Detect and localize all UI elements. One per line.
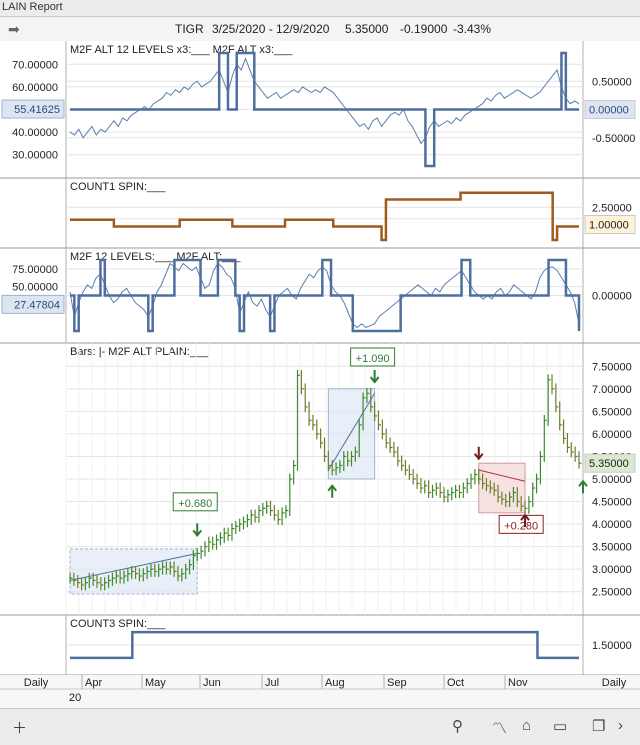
right-tick-label: -0.50000 xyxy=(592,133,635,145)
bottom-toolbar: ＋ ⚲ 〽 ⌂ ▭ ❐ › xyxy=(0,708,640,745)
right-interval-label: Daily xyxy=(602,677,627,689)
left-value-badge xyxy=(1,99,65,119)
arrow-right-icon[interactable]: ➡ xyxy=(8,21,20,37)
trendline-may xyxy=(69,552,198,581)
trendline-oct xyxy=(478,469,526,482)
chart-background xyxy=(0,41,640,708)
left-tick-label: 70.00000 xyxy=(12,59,58,71)
month-label-jul: Jul xyxy=(265,677,279,689)
right-tick-label: 2.50000 xyxy=(592,202,632,214)
panel-title: COUNT3 SPIN:___ xyxy=(70,618,166,630)
left-value-badge-text: 27.47804 xyxy=(14,299,60,311)
month-label-sep: Sep xyxy=(387,677,407,689)
panel-title: M2F 12 LEVELS:___ M2F ALT:___ xyxy=(70,251,241,263)
left-interval-label: Daily xyxy=(24,677,49,689)
right-tick-label: 0.00000 xyxy=(592,291,632,303)
month-label-may: May xyxy=(145,677,166,689)
buy-arrow-aug xyxy=(369,370,380,384)
annotation-label-1-box xyxy=(172,492,218,512)
right-value-badge-text: 5.35000 xyxy=(589,458,629,470)
right-tick-label: 4.50000 xyxy=(592,497,632,509)
tag-icon[interactable]: ⌂ xyxy=(522,717,532,734)
plus-icon[interactable]: ＋ xyxy=(12,720,28,737)
year-label: 20 xyxy=(69,692,81,704)
panel-title: Bars: |- M2F ALT PLAIN:___ xyxy=(70,346,209,358)
annotation-label-1: +0.680 xyxy=(178,498,212,510)
percent-change: -3.43% xyxy=(453,22,492,36)
left-tick-label: 60.00000 xyxy=(12,82,58,94)
panel-title: COUNT1 SPIN:___ xyxy=(70,181,166,193)
line-chart-icon[interactable]: 〽 xyxy=(492,720,508,737)
right-tick-label: 7.50000 xyxy=(592,361,632,373)
trendline-aug xyxy=(327,393,376,471)
search-icon[interactable]: ⚲ xyxy=(452,718,463,735)
right-tick-label: 6.50000 xyxy=(592,406,632,418)
annotation-label-3-box xyxy=(498,514,544,534)
right-value-badge xyxy=(584,453,636,473)
right-value-badge xyxy=(584,100,636,119)
month-label-jun: Jun xyxy=(203,677,221,689)
month-label-apr: Apr xyxy=(85,677,102,689)
count1-spin-line xyxy=(70,191,579,242)
last-price: 5.35000 xyxy=(345,22,389,36)
count3-spin-line xyxy=(70,630,579,660)
month-label-nov: Nov xyxy=(508,677,528,689)
panel-title: M2F ALT 12 LEVELS x3:___ M2F ALT x3:___ xyxy=(70,44,293,56)
month-label-oct: Oct xyxy=(447,677,464,689)
more-icon[interactable]: › xyxy=(618,717,623,734)
date-range: 3/25/2020 - 12/9/2020 xyxy=(212,22,330,36)
right-tick-label: 3.50000 xyxy=(592,542,632,554)
right-value-badge xyxy=(584,215,636,234)
buy-arrow-may xyxy=(192,523,203,537)
up-arrow-nov xyxy=(520,513,530,528)
down-arrow-oct xyxy=(473,446,484,461)
left-tick-label: 40.00000 xyxy=(12,127,58,139)
annotation-label-2: +1.090 xyxy=(356,353,390,365)
window-title: LAIN Report xyxy=(2,1,63,13)
month-label-aug: Aug xyxy=(325,677,345,689)
right-tick-label: 7.00000 xyxy=(592,384,632,396)
left-tick-label: 75.00000 xyxy=(12,264,58,276)
right-tick-label: 1.50000 xyxy=(592,640,632,652)
right-tick-label: 6.00000 xyxy=(592,429,632,441)
highlight-box-oct xyxy=(478,462,526,514)
right-value-badge-text: 0.00000 xyxy=(589,105,629,117)
left-value-badge-text: 55.41625 xyxy=(14,104,60,116)
up-arrow-jul xyxy=(327,484,337,498)
right-tick-label: 2.50000 xyxy=(592,587,632,599)
up-arrow-dec xyxy=(578,479,588,494)
annotation-label-2-box xyxy=(350,347,396,367)
right-value-badge-text: 1.00000 xyxy=(589,220,629,232)
m2f-alt-12-levels-x3-line xyxy=(70,51,579,168)
x-axis-background xyxy=(0,675,640,708)
panel-icon[interactable]: ▭ xyxy=(553,718,568,735)
price-change: -0.19000 xyxy=(400,22,448,36)
right-tick-label: 4.00000 xyxy=(592,519,632,531)
m2f-12-levels-line xyxy=(70,258,581,333)
chart-area[interactable]: M2F ALT 12 LEVELS x3:___ M2F ALT x3:___ 7… xyxy=(0,41,640,708)
header-bar: ➡ TIGR 3/25/2020 - 12/9/2020 5.35000 -0.… xyxy=(0,17,640,42)
m2f-alt-x3-line xyxy=(69,57,580,145)
annotation-label-3: +0.280 xyxy=(504,520,538,532)
left-value-badge xyxy=(1,294,65,314)
right-tick-label: 5.00000 xyxy=(592,474,632,486)
right-tick-label: 0.50000 xyxy=(592,76,632,88)
book-icon[interactable]: ❐ xyxy=(592,718,606,735)
window-titlebar: LAIN Report xyxy=(0,0,640,17)
right-tick-label: 3.00000 xyxy=(592,564,632,576)
left-tick-label: 50.00000 xyxy=(12,282,58,294)
symbol-label: TIGR xyxy=(175,22,204,36)
left-tick-label: 30.00000 xyxy=(12,150,58,162)
